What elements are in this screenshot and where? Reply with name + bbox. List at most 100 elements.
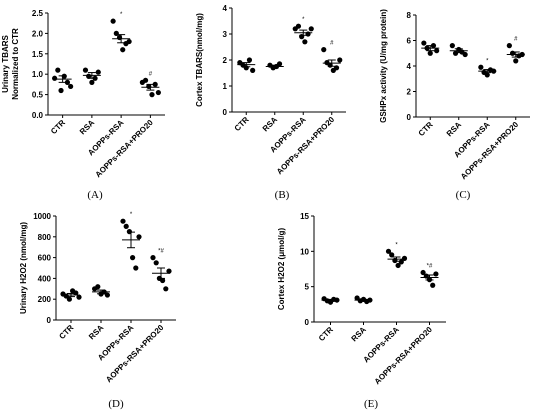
- significance-mark: *: [120, 12, 123, 18]
- x-tick-label: AOPPs-RSA+PRO20: [373, 325, 435, 387]
- data-point: [462, 51, 468, 58]
- data-point: [398, 259, 404, 265]
- y-tick-label: 10: [300, 247, 309, 256]
- data-point: [136, 234, 142, 240]
- panel-label: (A): [87, 189, 103, 201]
- significance-mark: *#: [427, 264, 433, 270]
- y-tick-label: 2.0: [32, 29, 44, 38]
- data-point: [305, 31, 311, 37]
- data-point: [246, 57, 253, 63]
- data-point: [433, 271, 439, 277]
- y-tick-label: 600: [38, 254, 52, 263]
- y-tick-label: 2.5: [32, 9, 44, 18]
- y-tick-label: 1.0: [32, 70, 44, 79]
- y-tick-label: 4: [223, 4, 228, 13]
- data-point: [308, 26, 314, 32]
- data-point: [73, 290, 79, 296]
- y-tick-label: 1: [223, 82, 228, 91]
- data-point: [76, 294, 82, 300]
- data-point: [506, 43, 512, 49]
- data-point: [430, 282, 436, 288]
- significance-mark: *: [130, 212, 133, 218]
- data-point: [104, 292, 110, 298]
- y-tick-label: 3: [223, 30, 228, 39]
- data-point: [337, 57, 343, 63]
- data-point: [513, 58, 519, 64]
- y-axis-label: Normalized to CTR: [11, 28, 20, 100]
- significance-mark: #: [149, 71, 153, 77]
- x-tick-label: RSA: [445, 120, 463, 138]
- y-axis-label: Urinary H2O2 (nmol/mg): [19, 222, 28, 314]
- data-point: [152, 81, 158, 87]
- y-axis-label: Urinary TBARS: [1, 34, 10, 92]
- y-tick-label: 800: [38, 233, 52, 242]
- data-point: [401, 255, 408, 261]
- data-point: [120, 47, 126, 53]
- data-point: [82, 67, 89, 73]
- data-point: [478, 64, 484, 70]
- data-point: [434, 48, 440, 54]
- y-tick-label: 2: [223, 56, 228, 65]
- significance-mark: *#: [158, 249, 164, 255]
- x-tick-label: CTR: [49, 118, 67, 136]
- data-point: [68, 83, 74, 90]
- data-point: [389, 252, 395, 258]
- data-point: [142, 77, 149, 83]
- data-point: [484, 72, 490, 78]
- y-tick-label: 0.5: [32, 91, 44, 100]
- data-point: [395, 262, 401, 269]
- significance-mark: #: [514, 37, 518, 43]
- y-tick-label: 1000: [33, 212, 51, 221]
- y-tick-label: 0: [407, 113, 412, 122]
- data-point: [120, 218, 126, 224]
- data-point: [295, 23, 302, 29]
- data-point: [55, 67, 61, 73]
- data-point: [452, 50, 459, 56]
- data-point: [150, 255, 156, 261]
- y-tick-label: 2: [407, 88, 412, 97]
- data-point: [153, 260, 159, 266]
- panel-label: (C): [456, 189, 471, 201]
- data-point: [133, 265, 139, 271]
- data-point: [95, 284, 101, 290]
- data-point: [66, 296, 72, 302]
- x-tick-label: CTR: [57, 323, 75, 341]
- y-tick-label: 200: [38, 295, 52, 304]
- y-tick-label: 0: [305, 318, 310, 327]
- data-point: [276, 61, 283, 67]
- y-axis-label: GSHPx activity (U/mg protein): [379, 9, 388, 123]
- data-point: [385, 248, 392, 254]
- panel-label: (E): [364, 398, 378, 410]
- data-point: [421, 40, 427, 46]
- y-tick-label: 0.0: [32, 111, 44, 120]
- data-point: [58, 87, 64, 94]
- data-point: [110, 18, 116, 24]
- data-point: [123, 223, 129, 229]
- x-tick-label: AOPPs-RSA+PRO20: [104, 323, 166, 385]
- data-point: [52, 75, 58, 81]
- y-tick-label: 15: [300, 212, 309, 221]
- x-tick-label: AOPPs-RSA+PRO20: [94, 118, 156, 180]
- data-point: [321, 47, 327, 53]
- data-point: [163, 286, 169, 292]
- data-point: [113, 30, 119, 36]
- data-point: [509, 50, 516, 56]
- y-tick-label: 4: [407, 62, 412, 71]
- data-point: [420, 269, 426, 276]
- x-tick-label: RSA: [87, 323, 105, 341]
- y-tick-label: 0: [47, 316, 52, 325]
- panel-label: (D): [108, 398, 124, 410]
- data-point: [449, 43, 455, 49]
- data-point: [64, 79, 71, 85]
- y-tick-label: 400: [38, 274, 52, 283]
- data-point: [155, 89, 161, 96]
- y-tick-label: 1.5: [32, 50, 44, 59]
- data-point: [126, 38, 132, 45]
- x-tick-label: CTR: [417, 120, 435, 138]
- data-point: [166, 268, 172, 274]
- x-tick-label: CTR: [317, 325, 335, 343]
- significance-mark: *: [486, 58, 489, 64]
- significance-mark: *: [395, 242, 398, 248]
- data-point: [130, 255, 136, 261]
